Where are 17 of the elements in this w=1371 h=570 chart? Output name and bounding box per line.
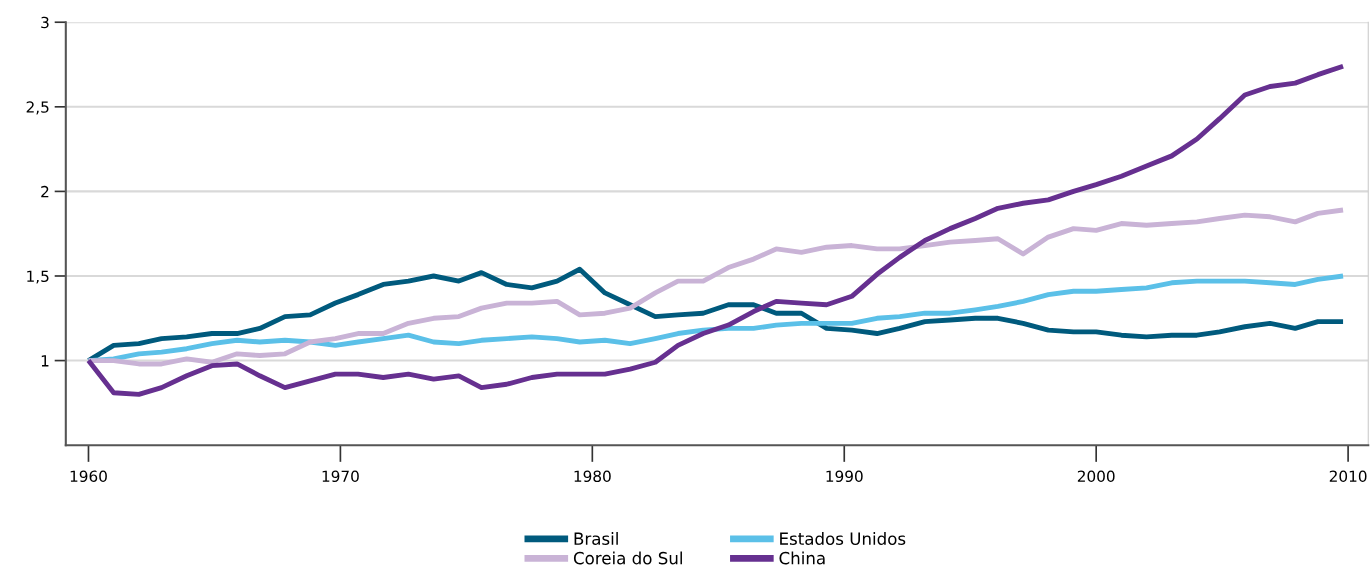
legend-label: Estados Unidos <box>780 532 906 545</box>
x-tick-label: 1990 <box>826 470 863 482</box>
x-tick-label: 1970 <box>322 470 359 482</box>
x-tick-label: 2000 <box>1077 470 1115 482</box>
y-tick-label: 2,5 <box>26 101 49 115</box>
line-series <box>86 63 1346 397</box>
legend-label: China <box>779 551 825 565</box>
y-tick-label: 2 <box>41 185 49 198</box>
y-tick-label: 1 <box>41 355 49 367</box>
x-tick-label: 1960 <box>70 470 107 482</box>
legend-label: Brasil <box>574 532 618 545</box>
y-tick-label: 3 <box>41 16 49 29</box>
y-tick-label: 1,5 <box>27 270 49 284</box>
x-tick-label: 1980 <box>574 470 611 482</box>
legend-label: Coreia do Sul <box>573 551 682 565</box>
x-tick-label: 2010 <box>1329 470 1367 482</box>
line-series <box>86 207 1346 367</box>
